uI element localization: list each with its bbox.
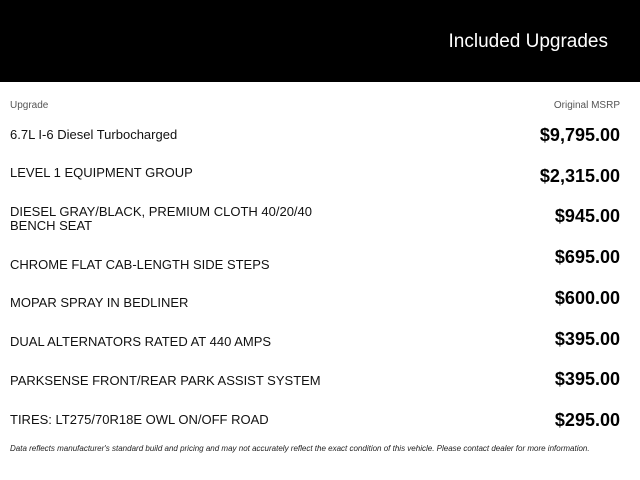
- upgrade-price: $395.00: [554, 369, 620, 390]
- column-header-msrp: Original MSRP: [553, 100, 620, 111]
- table-row: PARKSENSE FRONT/REAR PARK ASSIST SYSTEM $…: [0, 369, 640, 409]
- upgrade-name: CHROME FLAT CAB-LENGTH SIDE STEPS: [10, 257, 270, 273]
- upgrade-price: $945.00: [554, 206, 620, 227]
- table-row: DIESEL GRAY/BLACK, PREMIUM CLOTH 40/20/4…: [0, 204, 640, 246]
- disclaimer: Data reflects manufacturer's standard bu…: [10, 444, 590, 453]
- upgrade-name: PARKSENSE FRONT/REAR PARK ASSIST SYSTEM: [10, 373, 321, 389]
- upgrade-name: LEVEL 1 EQUIPMENT GROUP: [10, 164, 193, 180]
- upgrade-name: MOPAR SPRAY IN BEDLINER: [10, 294, 189, 310]
- table-row: TIRES: LT275/70R18E OWL ON/OFF ROAD $295.…: [0, 410, 640, 450]
- table-row: CHROME FLAT CAB-LENGTH SIDE STEPS $695.00: [0, 247, 640, 287]
- upgrade-price: $295.00: [554, 409, 620, 430]
- column-header-upgrade: Upgrade: [10, 100, 49, 111]
- upgrade-name: DIESEL GRAY/BLACK, PREMIUM CLOTH 40/20/4…: [10, 204, 312, 234]
- header-bar: Included Upgrades: [0, 0, 640, 82]
- table-row: 6.7L I-6 Diesel Turbocharged $9,795.00: [0, 125, 640, 165]
- table-row: DUAL ALTERNATORS RATED AT 440 AMPS $395.0…: [0, 329, 640, 369]
- upgrade-price: $2,315.00: [539, 165, 620, 186]
- upgrade-price: $600.00: [554, 287, 620, 308]
- table-row: LEVEL 1 EQUIPMENT GROUP $2,315.00: [0, 164, 640, 206]
- page-title: Included Upgrades: [448, 31, 609, 52]
- upgrade-name: DUAL ALTERNATORS RATED AT 440 AMPS: [10, 333, 272, 349]
- upgrade-name: 6.7L I-6 Diesel Turbocharged: [10, 127, 178, 142]
- upgrade-price: $695.00: [554, 247, 620, 268]
- upgrade-name: TIRES: LT275/70R18E OWL ON/OFF ROAD: [10, 411, 269, 427]
- upgrade-price: $395.00: [554, 328, 620, 349]
- table-row: MOPAR SPRAY IN BEDLINER $600.00: [0, 288, 640, 328]
- upgrade-price: $9,795.00: [539, 125, 620, 145]
